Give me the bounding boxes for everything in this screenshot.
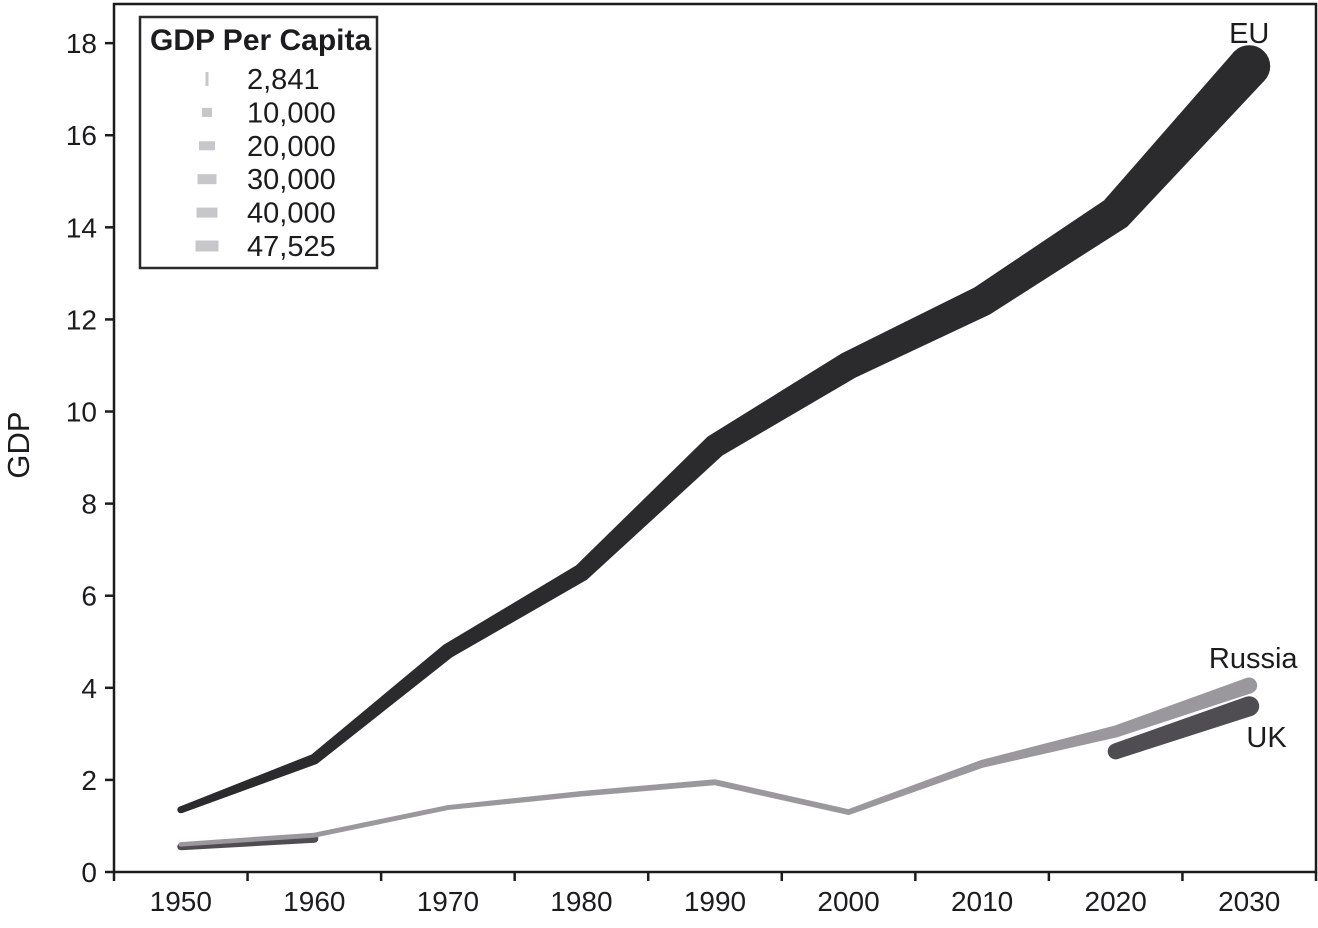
y-tick-label: 16 (66, 120, 97, 151)
legend-entry-label: 20,000 (247, 131, 336, 163)
legend-swatch (205, 72, 209, 86)
x-tick-label: 2000 (817, 886, 879, 917)
legend-swatch (199, 141, 215, 151)
x-tick-label: 1980 (550, 886, 612, 917)
legend-title: GDP Per Capita (150, 24, 372, 57)
plot-frame (112, 2, 1318, 874)
series-cap-eu (177, 806, 185, 814)
series-cap-uk (1239, 696, 1260, 717)
x-tick-label: 1970 (417, 886, 479, 917)
series-cap-eu (1228, 45, 1271, 88)
legend-entry-label: 40,000 (247, 198, 336, 230)
legend-swatch (195, 240, 219, 252)
series-cap-russia (1241, 677, 1258, 694)
y-tick-label: 12 (66, 304, 97, 335)
legend-swatch (196, 207, 218, 218)
series-band-eu (179, 52, 1265, 814)
x-tick-label: 2030 (1218, 886, 1280, 917)
legend-entry-label: 30,000 (247, 164, 336, 196)
legend-swatch (202, 107, 212, 117)
x-tick-label: 2020 (1085, 886, 1147, 917)
series-band-uk (1113, 696, 1253, 759)
annotation-layer: EU Russia UK (1209, 18, 1299, 754)
series-label-eu: EU (1229, 18, 1269, 50)
legend: GDP Per Capita 2,84110,00020,00030,00040… (138, 15, 379, 270)
x-tick-label: 1950 (150, 886, 212, 917)
x-tick-label: 2010 (951, 886, 1013, 917)
y-axis-title: GDP (1, 411, 36, 478)
y-tick-label: 14 (66, 212, 97, 243)
x-tick-label: 1990 (684, 886, 746, 917)
x-tick-label: 1960 (283, 886, 345, 917)
y-tick-label: 4 (81, 673, 97, 704)
y-tick-label: 2 (81, 765, 97, 796)
legend-entry-label: 2,841 (247, 64, 320, 96)
series-cap-uk (1107, 743, 1124, 760)
legend-box (138, 15, 379, 270)
axis-layer: 1950 1960 1970 1980 1990 2000 2010 2020 2030 0 2 4 6… (66, 28, 1318, 917)
series-label-uk: UK (1246, 722, 1287, 754)
legend-entry-label: 10,000 (247, 97, 336, 129)
legend-swatch (197, 174, 217, 185)
series-label-russia: Russia (1209, 643, 1299, 675)
y-tick-label: 18 (66, 28, 97, 59)
legend-entry-label: 47,525 (247, 231, 336, 263)
y-tick-label: 6 (81, 581, 97, 612)
y-tick-label: 0 (81, 857, 97, 888)
series-cap-russia (178, 842, 184, 847)
y-tick-label: 10 (66, 397, 97, 428)
series-band-russia (180, 677, 1252, 847)
series-layer (177, 45, 1271, 851)
y-tick-label: 8 (81, 489, 97, 520)
